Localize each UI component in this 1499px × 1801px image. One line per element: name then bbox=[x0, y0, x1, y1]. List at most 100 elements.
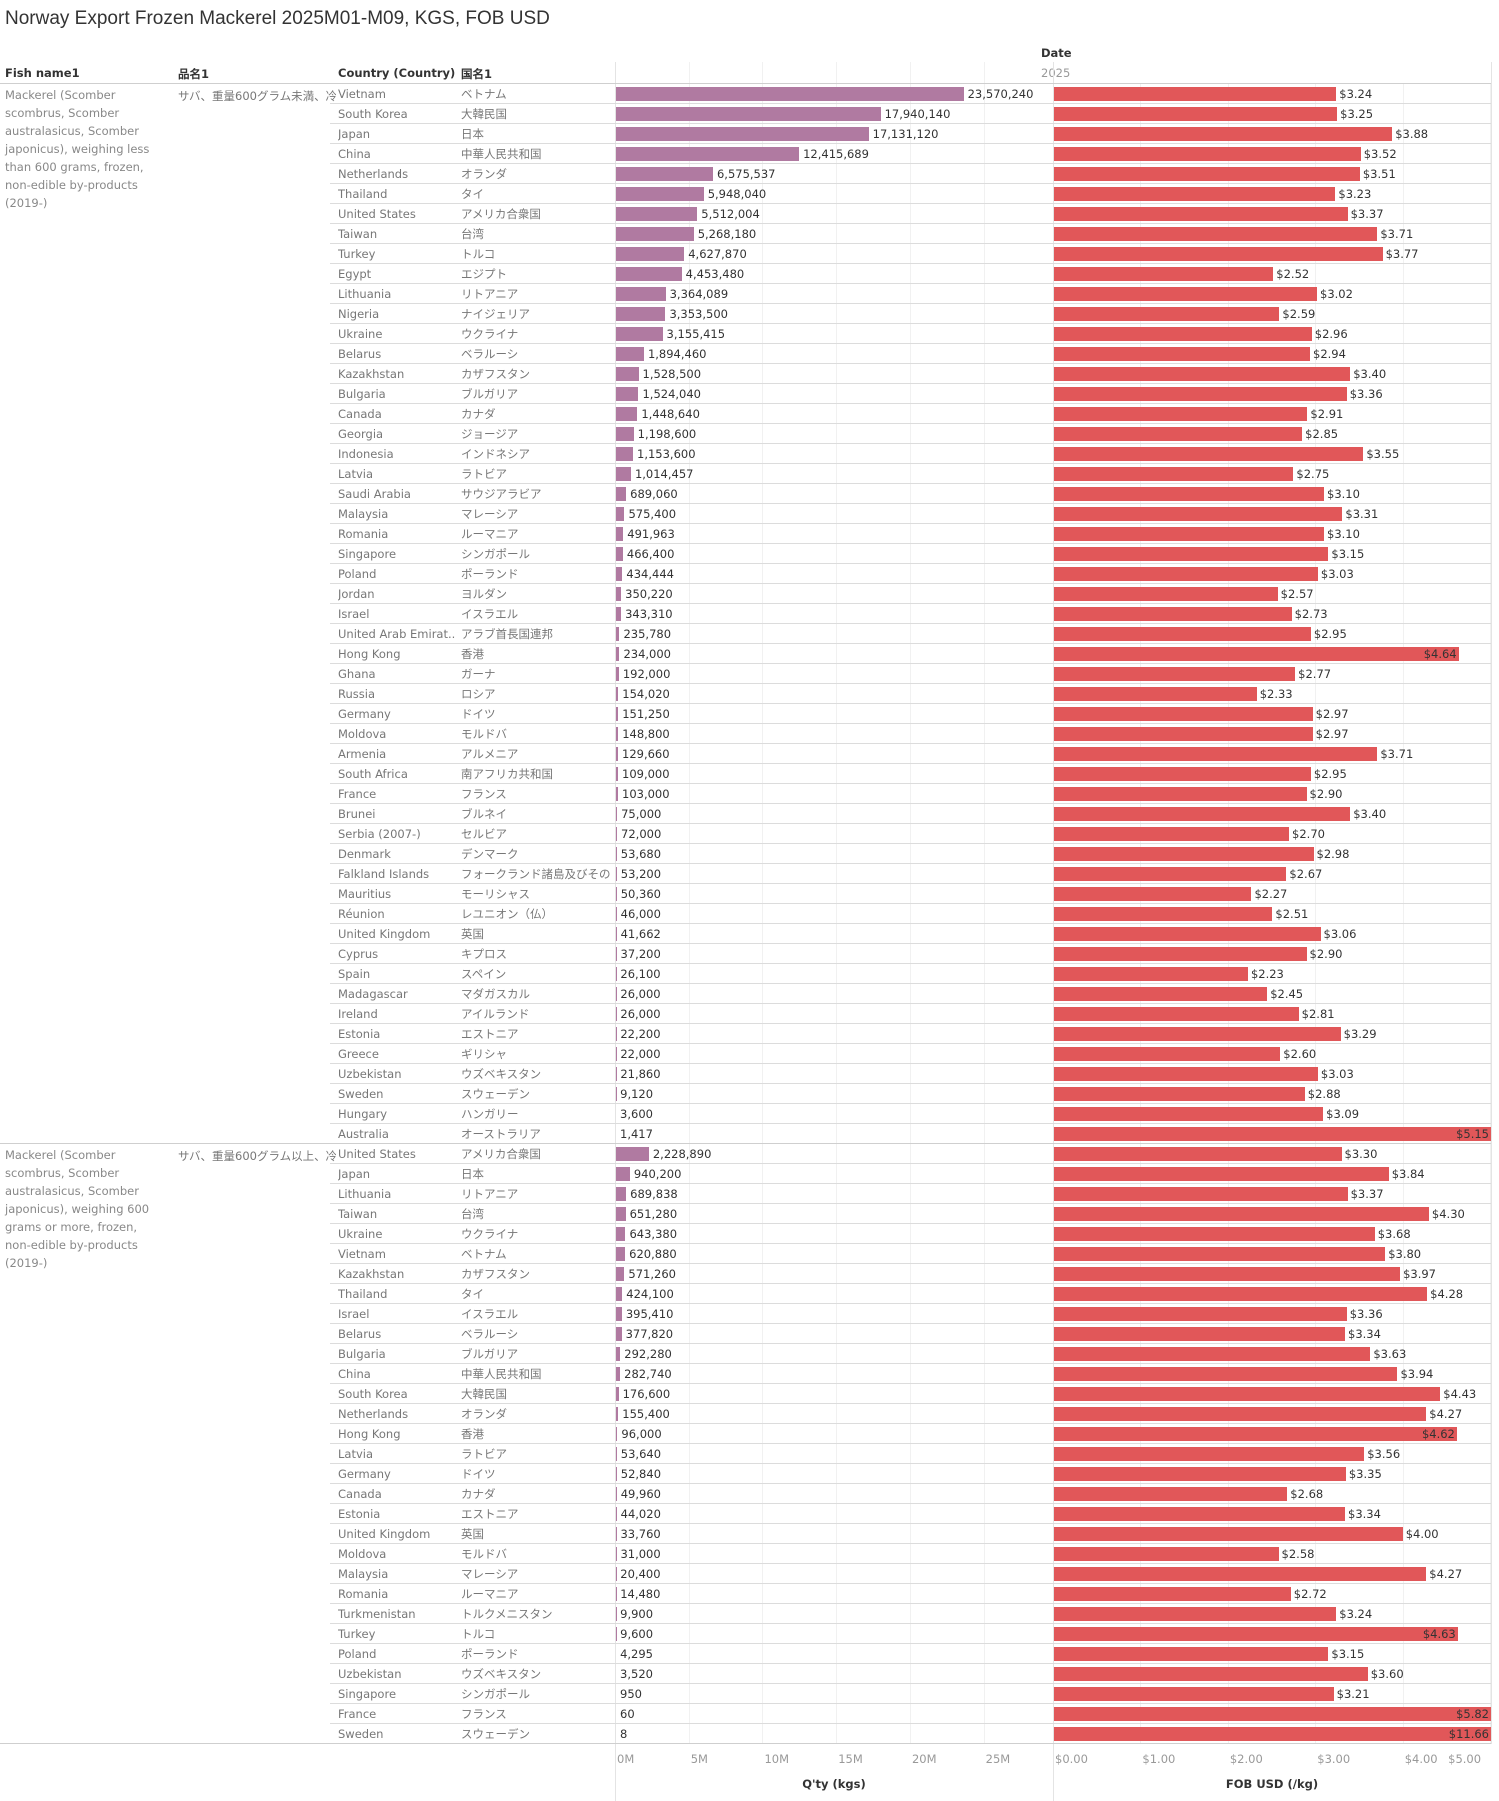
country-name[interactable]: Uzbekistan bbox=[338, 1667, 402, 1681]
fob-bar[interactable] bbox=[1054, 1107, 1324, 1121]
qty-bar[interactable] bbox=[616, 287, 666, 301]
country-name[interactable]: Netherlands bbox=[338, 1407, 409, 1421]
country-name[interactable]: China bbox=[338, 147, 371, 161]
qty-bar[interactable] bbox=[616, 1307, 622, 1321]
fob-bar[interactable] bbox=[1054, 1687, 1334, 1701]
fob-bar[interactable] bbox=[1054, 1547, 1279, 1561]
country-name[interactable]: Moldova bbox=[338, 1547, 387, 1561]
fob-bar[interactable] bbox=[1054, 1527, 1403, 1541]
fob-bar[interactable] bbox=[1054, 207, 1348, 221]
qty-bar[interactable] bbox=[616, 527, 624, 541]
country-name[interactable]: Israel bbox=[338, 607, 370, 621]
qty-bar[interactable] bbox=[616, 467, 631, 481]
country-name[interactable]: Madagascar bbox=[338, 987, 408, 1001]
qty-bar[interactable] bbox=[616, 547, 623, 561]
country-name[interactable]: Turkey bbox=[338, 247, 376, 261]
fob-bar[interactable] bbox=[1054, 707, 1313, 721]
fob-bar[interactable] bbox=[1054, 1007, 1299, 1021]
country-name[interactable]: Belarus bbox=[338, 1327, 382, 1341]
country-name[interactable]: Hungary bbox=[338, 1107, 388, 1121]
fob-bar[interactable] bbox=[1054, 347, 1311, 361]
fob-bar[interactable] bbox=[1054, 1587, 1291, 1601]
fob-bar[interactable] bbox=[1054, 247, 1383, 261]
qty-bar[interactable] bbox=[616, 1427, 618, 1441]
fob-bar[interactable] bbox=[1054, 647, 1459, 661]
qty-bar[interactable] bbox=[616, 807, 618, 821]
qty-bar[interactable] bbox=[616, 187, 704, 201]
country-name[interactable]: Latvia bbox=[338, 467, 374, 481]
country-name[interactable]: Malaysia bbox=[338, 507, 389, 521]
fob-bar[interactable] bbox=[1054, 387, 1347, 401]
fob-bar[interactable] bbox=[1054, 567, 1318, 581]
fob-bar[interactable] bbox=[1054, 1027, 1341, 1041]
country-name[interactable]: Israel bbox=[338, 1307, 370, 1321]
country-name[interactable]: Poland bbox=[338, 1647, 377, 1661]
qty-bar[interactable] bbox=[616, 107, 881, 121]
fob-bar[interactable] bbox=[1054, 1427, 1457, 1441]
country-name[interactable]: Lithuania bbox=[338, 287, 392, 301]
country-name[interactable]: Turkmenistan bbox=[338, 1607, 416, 1621]
qty-bar[interactable] bbox=[616, 767, 618, 781]
country-name[interactable]: Japan bbox=[338, 1167, 371, 1181]
qty-bar[interactable] bbox=[616, 1267, 625, 1281]
fob-bar[interactable] bbox=[1054, 1627, 1458, 1641]
fob-bar[interactable] bbox=[1054, 527, 1325, 541]
fob-bar[interactable] bbox=[1054, 167, 1360, 181]
country-name[interactable]: Latvia bbox=[338, 1447, 374, 1461]
country-name[interactable]: Mauritius bbox=[338, 887, 392, 901]
qty-bar[interactable] bbox=[616, 927, 617, 941]
qty-bar[interactable] bbox=[616, 387, 639, 401]
country-name[interactable]: United Kingdom bbox=[338, 1527, 431, 1541]
qty-bar[interactable] bbox=[616, 647, 620, 661]
fob-bar[interactable] bbox=[1054, 1487, 1288, 1501]
qty-bar[interactable] bbox=[616, 867, 617, 881]
fob-bar[interactable] bbox=[1054, 127, 1393, 141]
country-name[interactable]: Romania bbox=[338, 1587, 389, 1601]
country-name[interactable]: Japan bbox=[338, 127, 371, 141]
qty-bar[interactable] bbox=[616, 667, 619, 681]
fob-bar[interactable] bbox=[1054, 407, 1308, 421]
fob-bar[interactable] bbox=[1054, 1087, 1305, 1101]
fob-bar[interactable] bbox=[1054, 587, 1278, 601]
fob-bar[interactable] bbox=[1054, 1667, 1368, 1681]
fob-bar[interactable] bbox=[1054, 687, 1257, 701]
country-name[interactable]: Belarus bbox=[338, 347, 382, 361]
qty-bar[interactable] bbox=[616, 1387, 619, 1401]
fob-bar[interactable] bbox=[1054, 767, 1311, 781]
fob-bar[interactable] bbox=[1054, 1287, 1428, 1301]
fob-bar[interactable] bbox=[1054, 227, 1378, 241]
qty-bar[interactable] bbox=[616, 727, 619, 741]
country-name[interactable]: Uzbekistan bbox=[338, 1067, 402, 1081]
country-name[interactable]: Indonesia bbox=[338, 447, 394, 461]
fob-bar[interactable] bbox=[1054, 1167, 1389, 1181]
country-name[interactable]: Canada bbox=[338, 407, 382, 421]
fob-bar[interactable] bbox=[1054, 87, 1337, 101]
qty-bar[interactable] bbox=[616, 167, 713, 181]
country-name[interactable]: Estonia bbox=[338, 1027, 381, 1041]
qty-bar[interactable] bbox=[616, 1167, 630, 1181]
fob-bar[interactable] bbox=[1054, 1447, 1365, 1461]
fob-bar[interactable] bbox=[1054, 807, 1351, 821]
country-name[interactable]: China bbox=[338, 1367, 371, 1381]
qty-bar[interactable] bbox=[616, 1247, 626, 1261]
country-name[interactable]: Cyprus bbox=[338, 947, 379, 961]
fob-bar[interactable] bbox=[1054, 1307, 1347, 1321]
country-name[interactable]: Lithuania bbox=[338, 1187, 392, 1201]
fob-bar[interactable] bbox=[1054, 547, 1329, 561]
fob-bar[interactable] bbox=[1054, 107, 1338, 121]
fob-bar[interactable] bbox=[1054, 1187, 1348, 1201]
country-name[interactable]: Canada bbox=[338, 1487, 382, 1501]
fob-bar[interactable] bbox=[1054, 987, 1268, 1001]
country-name[interactable]: Estonia bbox=[338, 1507, 381, 1521]
qty-bar[interactable] bbox=[616, 327, 663, 341]
country-name[interactable]: Ukraine bbox=[338, 327, 383, 341]
fob-bar[interactable] bbox=[1054, 1327, 1345, 1341]
country-name[interactable]: Germany bbox=[338, 707, 391, 721]
country-name[interactable]: Denmark bbox=[338, 847, 391, 861]
country-name[interactable]: Sweden bbox=[338, 1727, 384, 1741]
fob-bar[interactable] bbox=[1054, 627, 1311, 641]
qty-bar[interactable] bbox=[616, 1287, 623, 1301]
fob-bar[interactable] bbox=[1054, 1387, 1441, 1401]
fob-bar[interactable] bbox=[1054, 1507, 1345, 1521]
qty-bar[interactable] bbox=[616, 1347, 621, 1361]
